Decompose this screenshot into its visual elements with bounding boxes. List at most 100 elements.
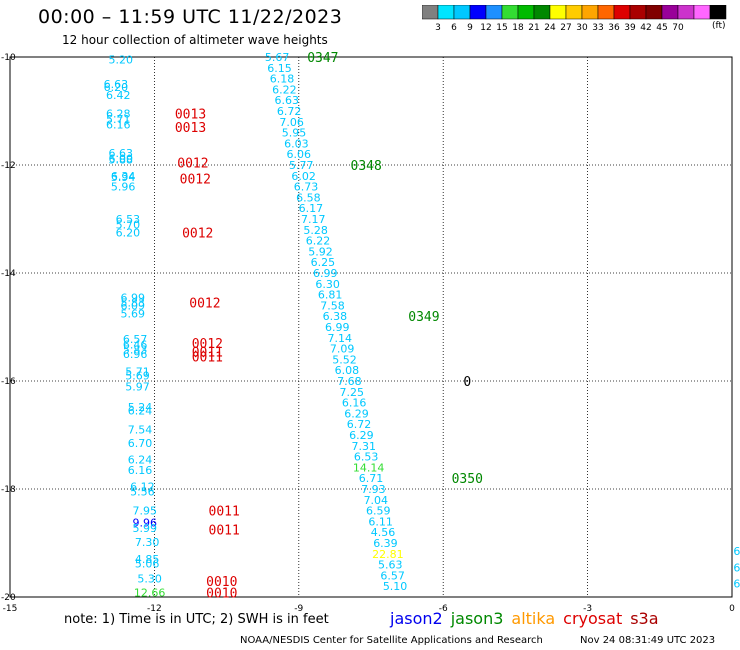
wave-height-value: 6.53 — [354, 451, 379, 464]
wave-height-value: 7.17 — [301, 213, 326, 226]
wave-height-value: 6.20 — [116, 227, 141, 240]
y-tick-label: -18 — [1, 485, 16, 495]
colorbar-swatch — [709, 5, 727, 20]
wave-height-value: 6.99 — [120, 291, 145, 304]
wave-height-value: 6.24 — [128, 453, 153, 466]
wave-height-value: 6.99 — [325, 321, 350, 334]
wave-height-value: 7.58 — [320, 299, 345, 312]
chart-title: 00:00 – 11:59 UTC 11/22/2023 — [38, 6, 343, 28]
wave-height-value: 6.34 — [111, 170, 136, 183]
colorbar-label: 6 — [451, 23, 457, 33]
wave-height-value: 6.12 — [130, 480, 155, 493]
wave-height-value: 6.16 — [342, 397, 367, 410]
wave-height-value: 7.09 — [330, 343, 355, 356]
wave-height-value: 5.52 — [332, 353, 357, 366]
x-tick-label: -12 — [147, 604, 162, 614]
wave-height-value: 5.97 — [125, 380, 150, 393]
satellite-legend-jason3: jason3 — [450, 609, 504, 628]
wave-height-value: 7.30 — [135, 536, 160, 549]
pass-time-label: 0012 — [182, 227, 213, 242]
wave-height-value: 6.28 — [106, 108, 131, 121]
wave-height-value: 4.85 — [135, 553, 160, 566]
wave-height-value: 7.25 — [339, 386, 364, 399]
wave-height-value: 6.57 — [123, 333, 148, 346]
satellite-legend-s3a: s3a — [630, 609, 659, 628]
wave-height-value: 12.66 — [134, 587, 166, 600]
wave-height-value: 5.94 — [111, 171, 136, 184]
wave-height-value: 4.56 — [371, 526, 396, 539]
wave-height-value: 7.93 — [361, 483, 386, 496]
wave-height-value: 6.72 — [347, 418, 372, 431]
wave-height-value: 6.24 — [128, 405, 153, 418]
colorbar-label: 45 — [656, 23, 667, 33]
footnote: note: 1) Time is in UTC; 2) SWH is in fe… — [64, 612, 329, 627]
wave-height-value: 14.14 — [353, 461, 385, 474]
pass-time-label: 0010 — [206, 587, 237, 602]
wave-height-value: 7.68 — [337, 375, 362, 388]
pass-time-label: 0012 — [192, 337, 223, 352]
y-tick-label: -12 — [1, 161, 16, 171]
wave-height-value: 7.14 — [327, 332, 352, 345]
wave-height-value: 6.22 — [306, 235, 331, 248]
wave-height-value: 5.83 — [123, 344, 148, 357]
wave-height-value: 5.06 — [135, 558, 160, 571]
wave-height-value: 5.24 — [128, 401, 153, 414]
pass-time-label: 0011 — [209, 505, 240, 520]
wave-height-value: 6.25 — [311, 256, 336, 269]
colorbar-label: 18 — [512, 23, 524, 33]
colorbar-label: 15 — [496, 23, 507, 33]
colorbar-label: 27 — [560, 23, 571, 33]
wave-height-value: 6.29 — [349, 429, 374, 442]
x-tick-label: -3 — [583, 604, 592, 614]
wave-height-value: 5.95 — [282, 127, 307, 140]
wave-height-value: 5.69 — [125, 370, 150, 383]
wave-height-value: 5.71 — [106, 113, 131, 126]
wave-height-value: 5.92 — [308, 245, 333, 258]
wave-height-value: 6.20 — [104, 81, 129, 94]
wave-height-value: 5.71 — [125, 365, 150, 378]
wave-height-value: 6.08 — [335, 364, 360, 377]
x-tick-label: -15 — [3, 604, 18, 614]
wave-height-value: 6.16 — [128, 464, 153, 477]
wave-height-value: 6.70 — [128, 437, 153, 450]
wave-height-value: 6.22 — [272, 83, 297, 96]
wave-height-value: 6.42 — [106, 89, 131, 102]
wave-height-value: 6.30 — [315, 278, 340, 291]
wave-height-value: 7.04 — [364, 494, 389, 507]
wave-height-value: 9.96 — [133, 516, 158, 529]
pass-time-label: 0347 — [307, 51, 338, 66]
x-tick-label: 0 — [729, 604, 735, 614]
wave-height-value: 5.20 — [108, 54, 133, 67]
wave-height-value: 6.17 — [299, 202, 324, 215]
x-tick-label: -9 — [294, 604, 303, 614]
pass-time-label: 0348 — [351, 159, 382, 174]
colorbar-label: 9 — [467, 23, 473, 33]
colorbar-label: 36 — [608, 23, 620, 33]
wave-height-value: 6 — [733, 561, 740, 574]
colorbar: 3 6 9 12 15 18 21 24 27 30 33 36 39 42 45 70 — [422, 5, 727, 33]
pass-time-label: 0012 — [189, 297, 220, 312]
wave-height-value: 5.30 — [137, 573, 162, 586]
wave-height-value: 6.09 — [120, 299, 145, 312]
wave-height-value: 6.00 — [108, 153, 133, 166]
wave-height-value: 6.81 — [318, 289, 343, 302]
y-tick-label: -14 — [1, 269, 16, 279]
wave-height-value: 7.95 — [133, 505, 158, 518]
wave-height-value: 6.99 — [313, 267, 338, 280]
wave-height-value: 5.10 — [383, 580, 408, 593]
colorbar-units: (ft) — [712, 21, 726, 31]
wave-height-value: 6 — [733, 578, 740, 591]
wave-height-value: 5.28 — [303, 224, 328, 237]
colorbar-label: 70 — [672, 23, 684, 33]
pass-time-label: 0 — [463, 375, 471, 390]
wave-height-value: 7.06 — [279, 116, 304, 129]
pass-time-label: 0011 — [192, 351, 223, 366]
wave-height-value: 6.18 — [270, 73, 295, 86]
wave-height-value: 6.96 — [123, 348, 148, 361]
credit-line: NOAA/NESDIS Center for Satellite Applica… — [240, 635, 543, 646]
pass-time-label: 0013 — [175, 121, 206, 136]
wave-height-value: 6.39 — [373, 537, 398, 550]
wave-height-value: 5.96 — [111, 181, 136, 194]
colorbar-label: 12 — [480, 23, 491, 33]
